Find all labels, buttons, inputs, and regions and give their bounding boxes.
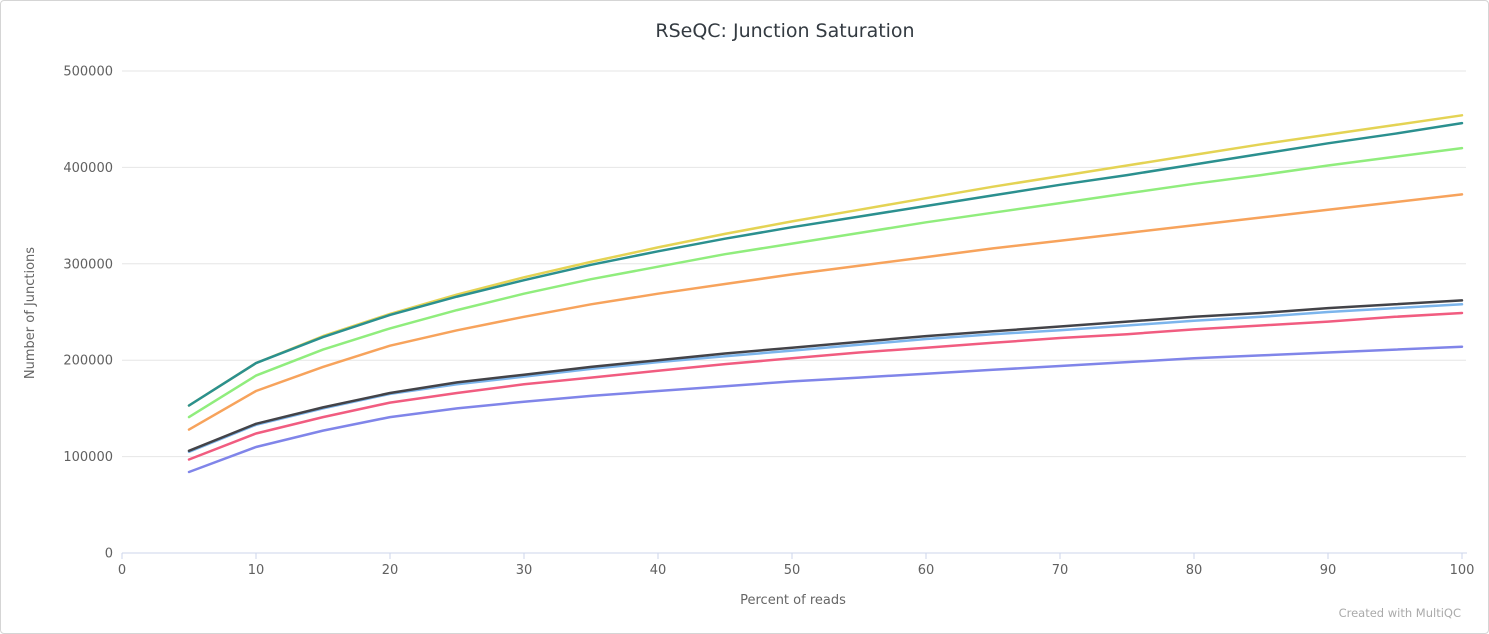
x-tick-label: 90 [1320,563,1337,578]
series-line-sample-green[interactable] [187,146,1464,419]
series-lines [187,114,1464,474]
series-line-sample-lightblue[interactable] [187,303,1464,454]
chart-title: RSeQC: Junction Saturation [655,20,914,42]
y-tick-label: 0 [105,547,113,562]
x-axis-title: Percent of reads [740,593,846,608]
x-tick-label: 40 [650,563,667,578]
y-tick-label: 500000 [63,65,113,80]
y-tick-label: 200000 [63,354,113,369]
series-line-sample-yellow[interactable] [187,114,1464,407]
series-line-sample-purple[interactable] [187,345,1464,474]
multiqc-credit: Created with MultiQC [1339,606,1461,620]
series-line-sample-darkgray[interactable] [187,299,1464,453]
x-axis [121,552,1467,559]
x-tick-label: 80 [1186,563,1203,578]
x-tick-label: 0 [118,563,126,578]
series-line-sample-orange[interactable] [187,193,1464,431]
series-line-sample-pink[interactable] [187,311,1464,461]
gridlines [122,70,1466,458]
y-tick-label: 300000 [63,257,113,272]
x-tick-label: 50 [784,563,801,578]
y-tick-label: 400000 [63,161,113,176]
y-tick-labels: 0 100000 200000 300000 400000 500000 [63,65,113,562]
x-tick-label: 30 [516,563,533,578]
series-line-sample-teal[interactable] [187,121,1464,407]
x-tick-label: 100 [1450,563,1475,578]
x-tick-labels: 0 10 20 30 40 50 60 70 80 90 100 [118,563,1475,578]
x-tick-label: 70 [1052,563,1069,578]
y-tick-label: 100000 [63,450,113,465]
x-tick-label: 20 [382,563,399,578]
y-axis-title: Number of Junctions [23,247,38,379]
x-tick-label: 60 [918,563,935,578]
x-tick-label: 10 [248,563,265,578]
